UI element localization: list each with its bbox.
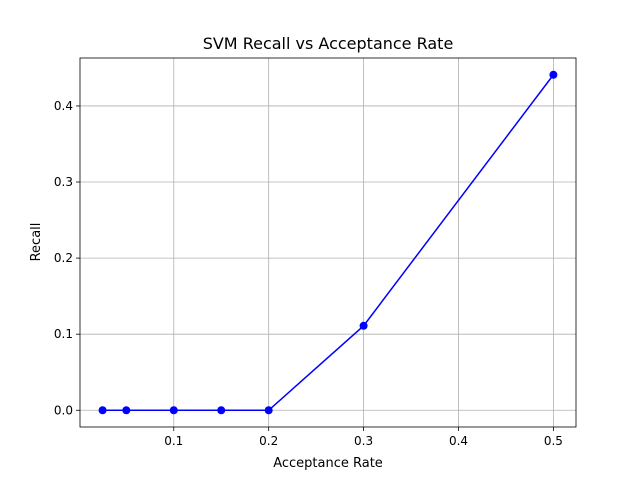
data-point [98,406,107,415]
data-point [264,406,273,415]
y-tick-label: 0.2 [54,251,73,265]
data-point [217,406,226,415]
y-tick-label: 0.1 [54,327,73,341]
y-axis-label: Recall [29,223,44,262]
chart-title: SVM Recall vs Acceptance Rate [203,34,454,53]
data-point [359,321,368,330]
y-tick-label: 0.4 [54,99,73,113]
series-line [102,74,555,412]
grid [80,58,576,427]
y-tick-label: 0.0 [54,403,73,417]
data-point [169,406,178,415]
x-axis-label: Acceptance Rate [273,456,383,471]
x-tick-label: 0.5 [544,434,563,448]
plot-frame [79,57,577,428]
x-tick-label: 0.3 [354,434,373,448]
y-tick-label: 0.3 [54,175,73,189]
data-point [549,70,558,79]
x-tick-label: 0.2 [259,434,278,448]
x-tick-label: 0.1 [164,434,183,448]
axis-ticks: 0.1 0.2 0.3 0.4 0.5 0.0 0.1 0.2 0.3 0.4 [54,99,563,448]
x-tick-label: 0.4 [449,434,468,448]
data-point [122,406,131,415]
series-layer [98,70,558,415]
